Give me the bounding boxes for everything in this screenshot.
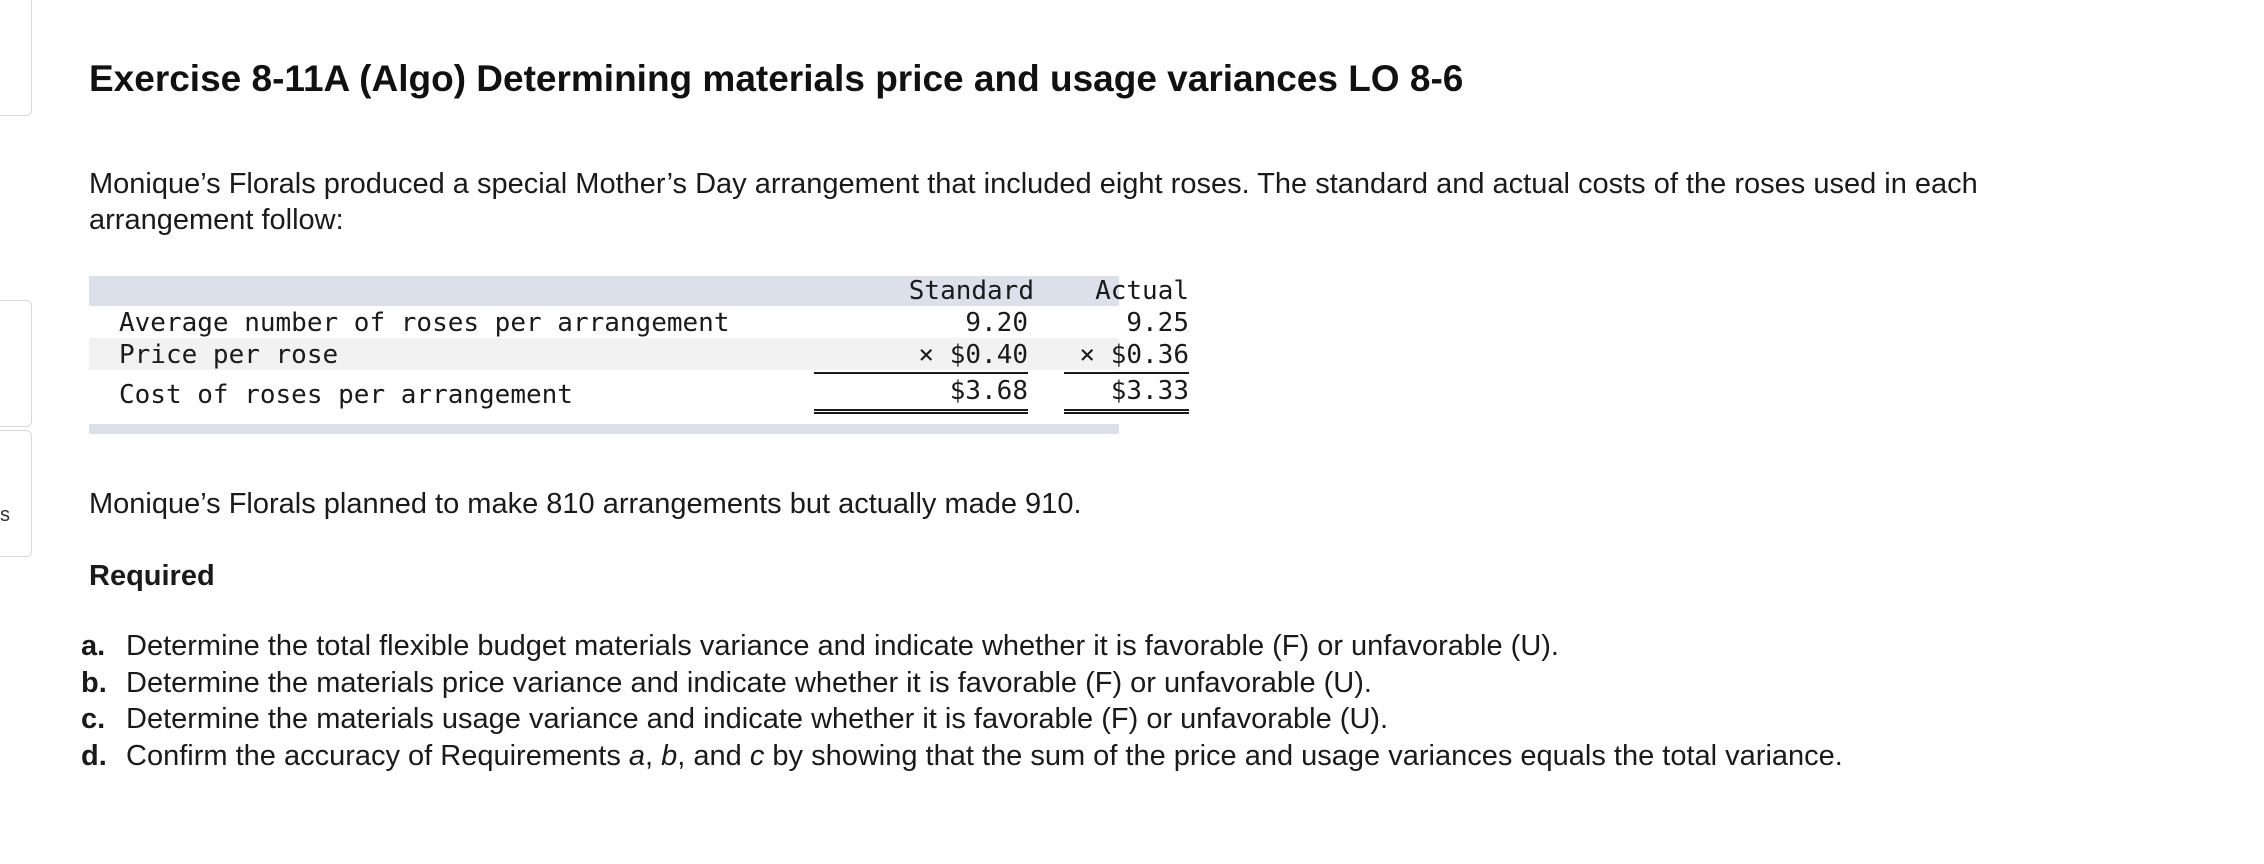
table-row: Price per rose × $0.40 × $0.36	[89, 338, 1189, 374]
rail-card[interactable]	[0, 300, 32, 427]
requirement-text: Determine the total flexible budget mate…	[126, 630, 1559, 662]
actual-value: $3.33	[1064, 376, 1189, 414]
table-footer	[89, 424, 1119, 434]
requirement-item: c. Determine the materials usage varianc…	[81, 701, 1961, 738]
left-rail: s	[0, 0, 32, 864]
exercise-title: Exercise 8-11A (Algo) Determining materi…	[89, 58, 1464, 99]
requirement-text: Determine the materials usage variance a…	[126, 703, 1389, 735]
header-standard: Standard	[908, 276, 1034, 306]
required-heading: Required	[89, 560, 215, 592]
requirement-text-part: by showing that the sum of the price and…	[764, 739, 1843, 772]
requirement-item: a. Determine the total flexible budget m…	[81, 628, 1961, 665]
table-row: Average number of roses per arrangement …	[89, 306, 1189, 338]
rail-card[interactable]	[0, 0, 32, 116]
requirement-text: Determine the materials price variance a…	[126, 666, 1372, 699]
plan-paragraph: Monique’s Florals planned to make 810 ar…	[89, 488, 1082, 520]
requirement-separator: ,	[645, 739, 662, 772]
requirement-ref-c: c	[749, 739, 765, 772]
requirement-text-part: Confirm the accuracy of Requirements	[126, 739, 629, 772]
standard-value: $3.68	[814, 376, 1028, 414]
table-row: Cost of roses per arrangement $3.68 $3.3…	[89, 370, 1189, 414]
rail-card[interactable]	[0, 430, 32, 557]
row-label: Price per rose	[119, 340, 339, 370]
intro-paragraph: Monique’s Florals produced a special Mot…	[89, 168, 1978, 236]
requirement-ref-a: a	[628, 739, 646, 772]
requirement-letter: b.	[81, 666, 107, 699]
standard-value: 9.20	[965, 308, 1028, 338]
requirement-item: b. Determine the materials price varianc…	[81, 665, 1961, 702]
actual-value: 9.25	[1126, 308, 1189, 338]
requirement-letter: d.	[81, 739, 107, 772]
requirement-letter: a.	[81, 630, 106, 662]
row-label: Average number of roses per arrangement	[119, 308, 730, 338]
header-actual: Actual	[1095, 276, 1189, 306]
row-label: Cost of roses per arrangement	[119, 380, 573, 410]
requirement-ref-b: b	[661, 739, 678, 772]
requirement-item: d. Confirm the accuracy of Requirements …	[81, 738, 1961, 775]
requirement-separator: , and	[677, 739, 750, 772]
requirement-letter: c.	[81, 703, 106, 735]
requirement-text: Confirm the accuracy of Requirements a , …	[126, 740, 1843, 772]
actual-value: × $0.36	[1064, 340, 1189, 374]
table-header: Standard Actual	[89, 276, 1189, 306]
rail-label: s	[0, 504, 10, 526]
standard-value: × $0.40	[814, 340, 1028, 374]
cost-table: Standard Actual Average number of roses …	[89, 276, 1189, 434]
requirements-list: a. Determine the total flexible budget m…	[81, 628, 1961, 774]
